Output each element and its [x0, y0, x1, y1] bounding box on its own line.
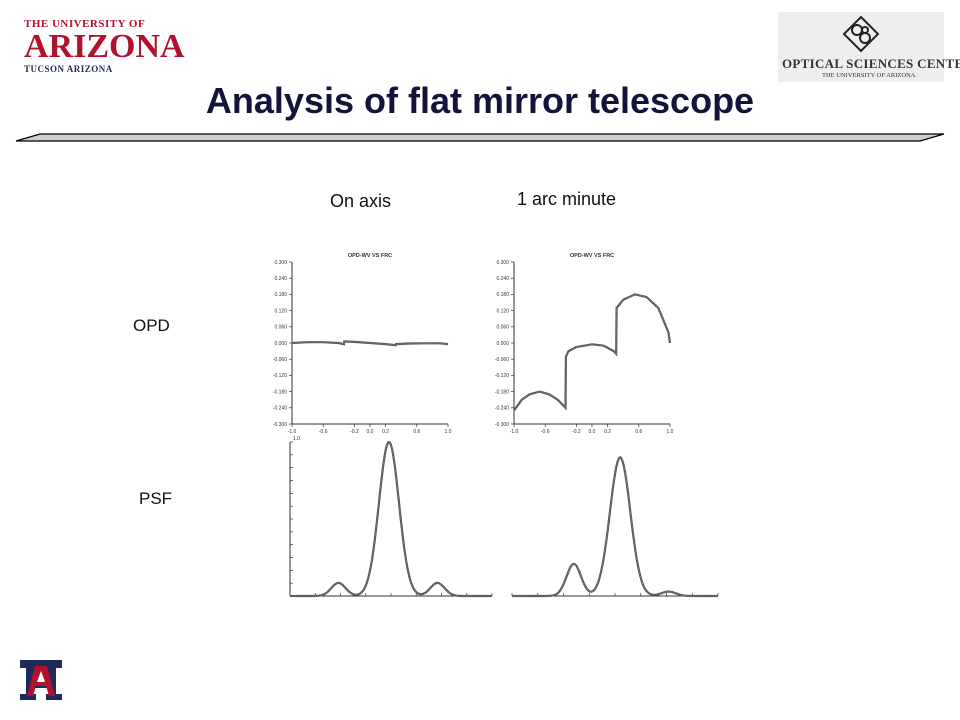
opd-curve-markers	[513, 293, 671, 411]
osc-subtitle: THE UNIVERSITY OF ARIZONA	[822, 72, 916, 79]
opd-x-tick-label: 1.0	[445, 429, 452, 435]
title-divider	[15, 133, 945, 142]
column-label-on-axis: On axis	[330, 191, 392, 211]
opd-y-tick-label: -0.300	[273, 422, 287, 428]
opd-y-tick-label: 0.060	[496, 325, 509, 331]
opd-y-tick-label: -0.060	[495, 357, 509, 363]
opd-x-tick-label: 1.0	[667, 429, 674, 435]
opd-x-tick-label: -0.2	[350, 429, 359, 435]
opd-y-tick-label: -0.240	[495, 406, 509, 412]
opd-x-tick-label: 0.6	[413, 429, 420, 435]
opd-plot-title: OPD-WV VS FRC	[570, 253, 614, 259]
opd-y-tick-label: 0.300	[496, 260, 509, 266]
opd-y-tick-label: 0.180	[496, 292, 509, 298]
column-label-1-arc-minute: 1 arc minute	[517, 189, 617, 209]
arizona-a-logo-icon	[20, 660, 62, 700]
osc-emblem-icon	[842, 15, 880, 53]
opd-plot-on-axis: OPD-WV VS FRC 0.300 0.240 0.180 0.120 0.060 0.…	[273, 253, 452, 435]
opd-x-tick-label: 0.6	[635, 429, 642, 435]
opd-y-tick-label: -0.180	[495, 389, 509, 395]
opd-x-tick-label: 0.2	[382, 429, 389, 435]
opd-x-tick-label: 0.0	[589, 429, 596, 435]
opd-y-tick-label: -0.240	[273, 406, 287, 412]
opd-y-tick-label: 0.240	[496, 276, 509, 282]
opd-y-tick-label: -0.060	[273, 357, 287, 363]
ua-logo-line3: TUCSON ARIZONA	[24, 64, 113, 74]
optical-sciences-center-logo: OPTICAL SCIENCES CENTER THE UNIVERSITY O…	[778, 12, 960, 82]
psf-curve-markers	[512, 456, 718, 597]
opd-y-tick-label: -0.120	[273, 373, 287, 379]
opd-y-tick-label: 0.120	[496, 308, 509, 314]
opd-x-tick-label: -0.6	[541, 429, 550, 435]
psf-plot-on-axis: 1.0	[289, 436, 493, 598]
opd-y-tick-label: -0.300	[495, 422, 509, 428]
psf-plot-1-arc-minute	[511, 455, 719, 598]
opd-y-tick-label: 0.240	[274, 276, 287, 282]
ua-logo-line1: THE UNIVERSITY OF	[24, 18, 146, 30]
osc-name: OPTICAL SCIENCES CENTER	[782, 56, 960, 71]
opd-x-tick-label: 0.0	[367, 429, 374, 435]
opd-x-tick-label: -0.6	[319, 429, 328, 435]
opd-y-tick-label: 0.000	[496, 341, 509, 347]
university-of-arizona-logo: THE UNIVERSITY OF ARIZONA TUCSON ARIZONA	[24, 18, 185, 78]
slide-title: Analysis of flat mirror telescope	[205, 80, 755, 121]
opd-y-tick-label: -0.120	[495, 373, 509, 379]
opd-x-tick-label: -1.0	[288, 429, 297, 435]
ua-logo-line2: ARIZONA	[24, 28, 185, 65]
opd-y-tick-label: 0.060	[274, 325, 287, 331]
row-label-psf: PSF	[139, 489, 173, 508]
opd-y-tick-label: 0.120	[274, 308, 287, 314]
opd-y-tick-label: -0.180	[273, 389, 287, 395]
opd-curve-markers	[291, 340, 449, 346]
opd-y-tick-label: 0.000	[274, 341, 287, 347]
psf-curve	[290, 440, 492, 598]
psf-curve-markers	[290, 441, 492, 597]
row-label-opd: OPD	[133, 316, 170, 335]
opd-y-tick-label: 0.180	[274, 292, 287, 298]
psf-y-label: 1.0	[293, 436, 300, 442]
opd-x-tick-label: 0.2	[604, 429, 611, 435]
opd-y-tick-label: 0.300	[274, 260, 287, 266]
psf-curve	[512, 455, 718, 598]
opd-plot-title: OPD-WV VS FRC	[348, 253, 392, 259]
opd-x-tick-label: -1.0	[510, 429, 519, 435]
opd-x-tick-label: -0.2	[572, 429, 581, 435]
opd-plot-1-arc-minute: OPD-WV VS FRC 0.300 0.240 0.180 0.120 0.060 0.…	[495, 253, 674, 435]
opd-curve	[513, 293, 672, 412]
